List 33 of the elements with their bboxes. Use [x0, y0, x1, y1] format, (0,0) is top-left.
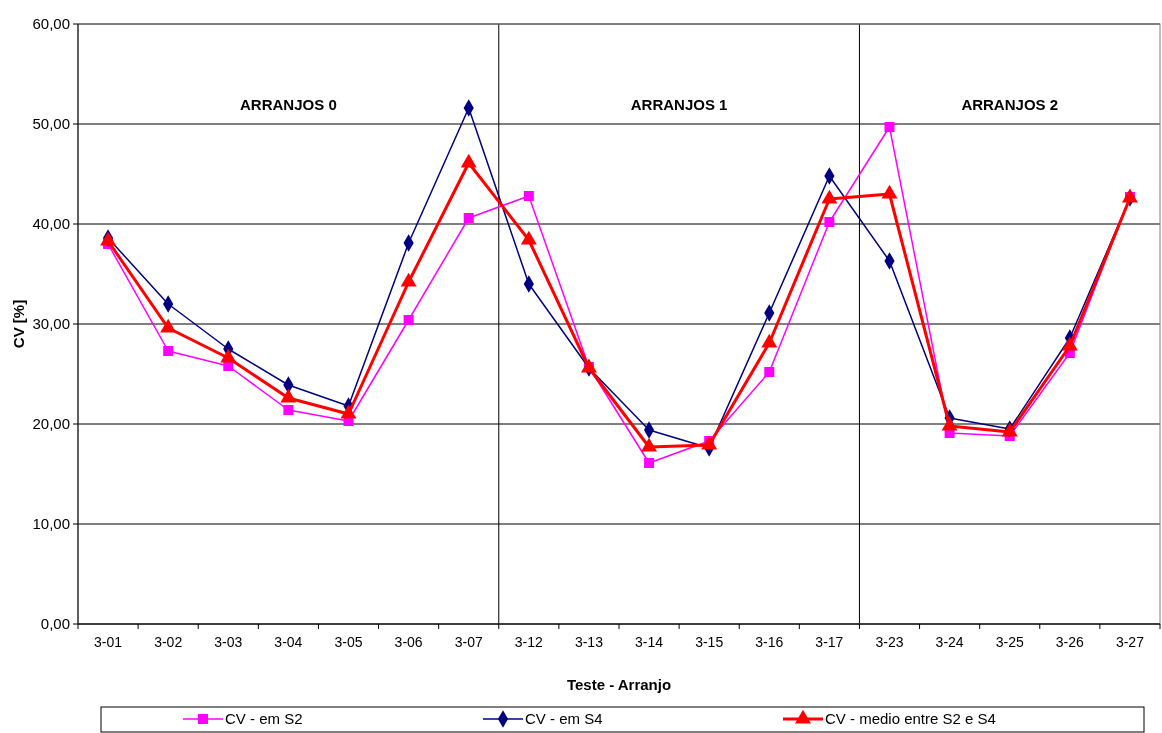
y-tick-label: 20,00 — [32, 415, 70, 433]
x-tick-label: 3-02 — [154, 634, 183, 650]
x-tick-label: 3-17 — [815, 634, 844, 650]
y-tick-label: 0,00 — [40, 615, 70, 633]
x-tick-label: 3-15 — [695, 634, 724, 650]
y-tick-label: 60,00 — [32, 15, 70, 33]
x-tick-label: 3-14 — [635, 634, 664, 650]
x-tick-label: 3-07 — [454, 634, 483, 650]
legend-label: CV - em S4 — [525, 710, 603, 728]
y-tick-label: 40,00 — [32, 215, 70, 233]
x-tick-label: 3-12 — [514, 634, 544, 650]
x-tick-label: 3-25 — [995, 634, 1024, 650]
x-tick-label: 3-03 — [214, 634, 243, 650]
x-tick-label: 3-27 — [1115, 634, 1145, 650]
legend-label: CV - medio entre S2 e S4 — [825, 710, 996, 728]
x-tick-label: 3-26 — [1055, 634, 1085, 650]
y-tick-label: 10,00 — [32, 515, 70, 533]
y-tick-label: 30,00 — [32, 315, 70, 333]
x-tick-label: 3-13 — [574, 634, 604, 650]
legend-label: CV - em S2 — [225, 710, 303, 728]
x-tick-label: 3-23 — [875, 634, 904, 650]
annotation: ARRANJOS 2 — [961, 96, 1059, 113]
x-tick-label: 3-05 — [334, 634, 363, 650]
x-tick-label: 3-04 — [274, 634, 303, 650]
x-tick-label: 3-01 — [94, 634, 123, 650]
x-axis-title: Teste - Arranjo — [566, 676, 672, 693]
y-tick-label: 50,00 — [32, 115, 70, 133]
y-axis-title: CV [%] — [10, 299, 27, 349]
x-tick-label: 3-16 — [755, 634, 784, 650]
annotation: ARRANJOS 0 — [240, 96, 337, 113]
x-tick-label: 3-06 — [394, 634, 423, 650]
annotation: ARRANJOS 1 — [630, 96, 728, 113]
x-tick-label: 3-24 — [935, 634, 964, 650]
